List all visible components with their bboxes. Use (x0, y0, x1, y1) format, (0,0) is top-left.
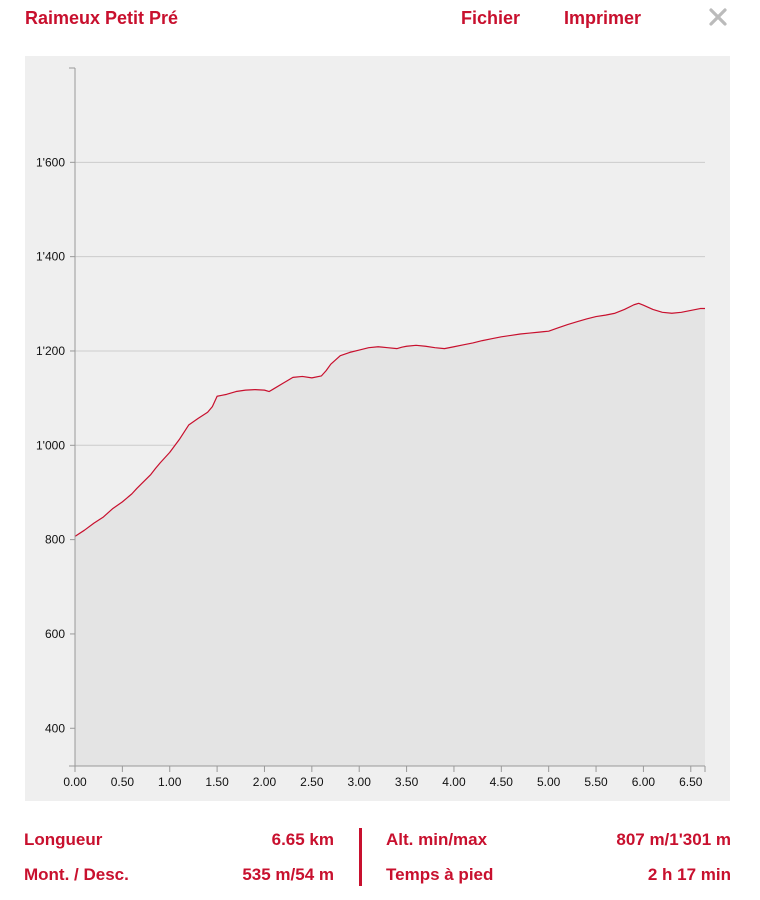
close-icon[interactable] (707, 6, 729, 28)
climb-descent-label: Mont. / Desc. (24, 865, 129, 884)
climb-descent-value: 535 m/54 m (242, 865, 334, 884)
altitude-value: 807 m/1'301 m (616, 830, 731, 849)
y-tick-label: 1'000 (36, 438, 65, 452)
y-tick-label: 1'200 (36, 344, 65, 358)
y-tick-label: 600 (45, 627, 65, 641)
x-tick-label: 1.50 (205, 775, 229, 789)
length-value: 6.65 km (271, 830, 334, 849)
x-tick-label: 4.50 (490, 775, 514, 789)
x-tick-label: 6.00 (632, 775, 656, 789)
elevation-chart: 400 600 800 1'000 1'200 1'400 1'600 0.00 0.50 1.0… (25, 56, 730, 801)
y-tick-label: 1'600 (36, 155, 65, 169)
page-title: Raimeux Petit Pré (25, 8, 179, 28)
y-tick-label: 1'400 (36, 250, 65, 264)
y-tick-label: 800 (45, 533, 65, 547)
file-button[interactable]: Fichier (461, 8, 521, 28)
x-tick-label: 1.00 (158, 775, 182, 789)
x-tick-label: 5.00 (537, 775, 561, 789)
x-tick-label: 2.00 (253, 775, 277, 789)
walking-time-value: 2 h 17 min (647, 865, 731, 884)
x-tick-label: 6.50 (679, 775, 703, 789)
walking-time-label: Temps à pied (386, 865, 494, 884)
print-button[interactable]: Imprimer (564, 8, 642, 28)
stats-divider (359, 828, 362, 886)
y-tick-label: 400 (45, 721, 65, 735)
x-tick-label: 3.50 (395, 775, 419, 789)
altitude-label: Alt. min/max (386, 830, 488, 849)
x-tick-label: 3.00 (348, 775, 372, 789)
x-tick-label: 5.50 (584, 775, 608, 789)
elevation-area (75, 303, 705, 766)
elevation-chart-svg: 400 600 800 1'000 1'200 1'400 1'600 0.00 0.50 1.0… (36, 67, 706, 789)
x-tick-label: 0.50 (111, 775, 135, 789)
x-tick-label: 2.50 (300, 775, 324, 789)
x-tick-label: 0.00 (63, 775, 87, 789)
x-tick-label: 4.00 (442, 775, 466, 789)
length-label: Longueur (24, 830, 103, 849)
elevation-line (74, 302, 705, 537)
header: Raimeux Petit Pré Fichier Imprimer (0, 0, 760, 40)
